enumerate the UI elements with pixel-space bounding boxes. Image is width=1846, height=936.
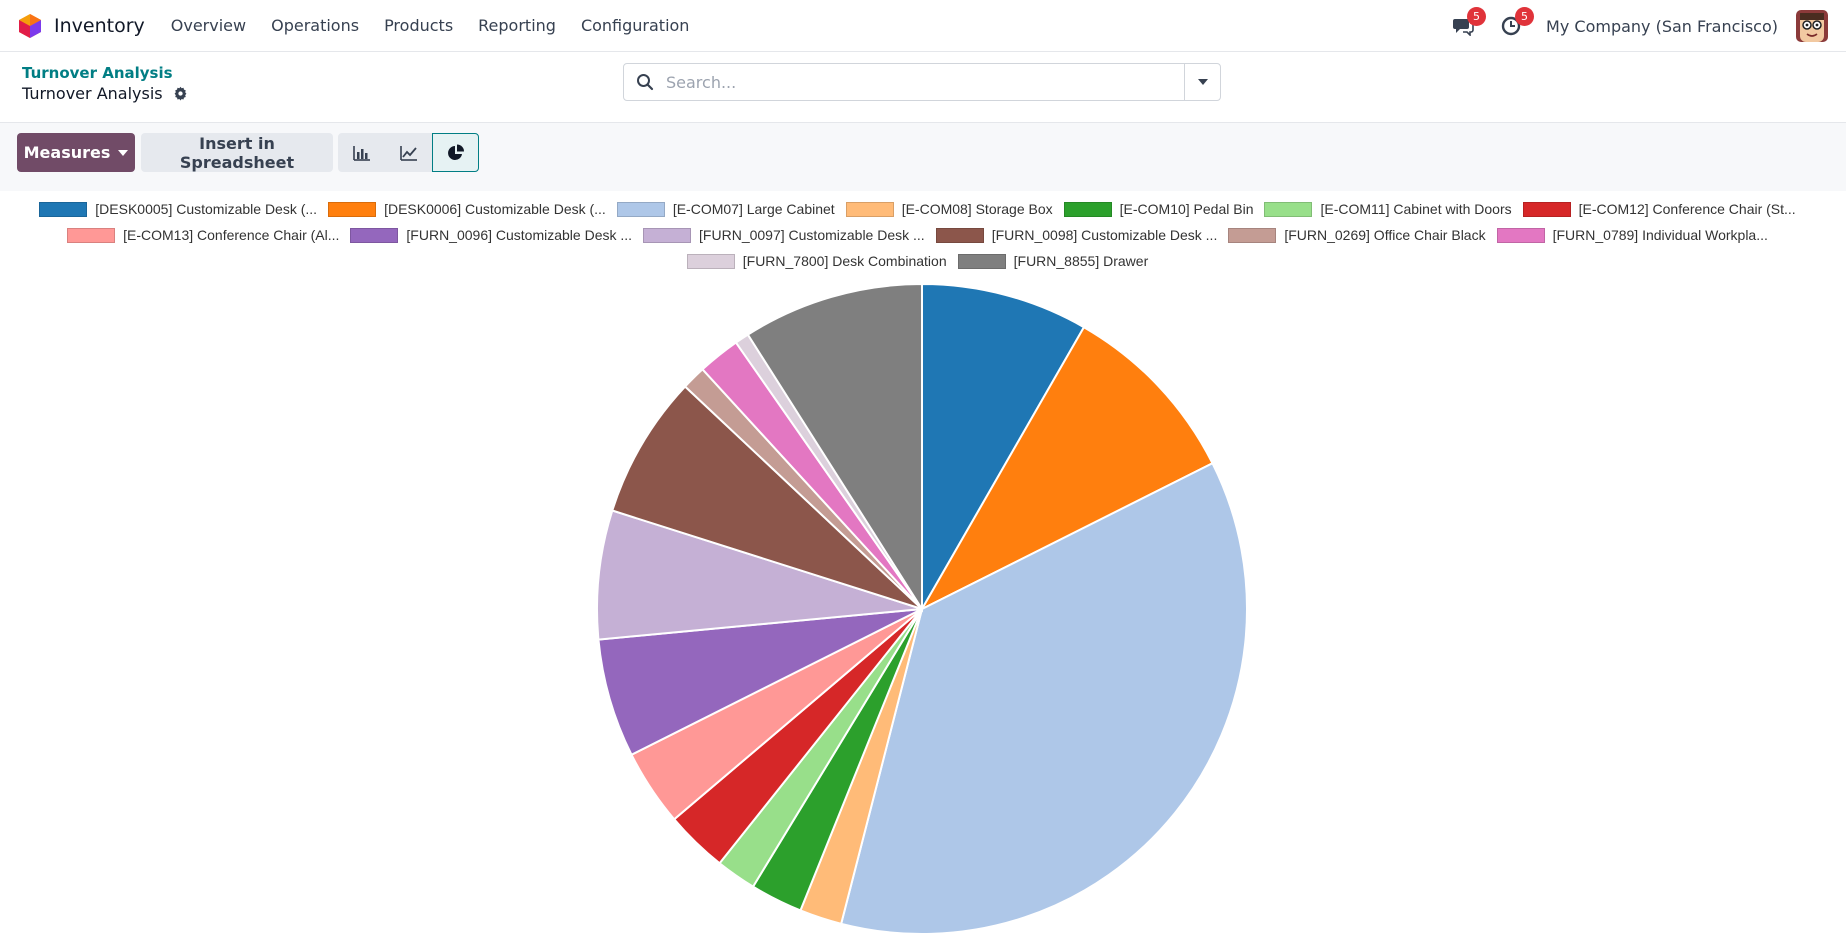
legend-label: [FURN_8855] Drawer [1013, 253, 1149, 269]
messages-button[interactable]: 5 [1450, 7, 1487, 39]
legend-row-2: [E-COM13] Conference Chair (Al... [FURN_0… [0, 227, 1846, 243]
nav-configuration[interactable]: Configuration [580, 16, 690, 35]
legend-label: [FURN_0789] Individual Workpla... [1552, 227, 1768, 243]
activities-button[interactable]: 5 [1498, 7, 1535, 39]
pie-slice[interactable] [746, 282, 923, 613]
legend-label: [DESK0005] Customizable Desk (... [95, 201, 318, 217]
legend-label: [DESK0006] Customizable Desk (... [384, 201, 606, 217]
legend-swatch [845, 201, 894, 217]
legend-label: [E-COM13] Conference Chair (Al... [123, 227, 340, 243]
legend-swatch [686, 253, 735, 269]
legend-swatch [616, 201, 665, 217]
nav-products[interactable]: Products [384, 16, 454, 35]
page-title-row: Turnover Analysis [22, 84, 188, 103]
pie-slice[interactable] [611, 385, 923, 610]
app-logo-icon[interactable] [18, 13, 42, 39]
legend-label: [E-COM10] Pedal Bin [1119, 201, 1254, 217]
legend-label: [FURN_0097] Customizable Desk ... [699, 227, 925, 243]
line-chart-icon [399, 145, 417, 161]
navbar-right: 5 5 My Company (San Francisco) [1450, 0, 1828, 52]
nav-operations[interactable]: Operations [271, 16, 360, 35]
legend-label: [E-COM11] Cabinet with Doors [1320, 201, 1512, 217]
legend-swatch [67, 227, 116, 243]
legend-swatch [328, 201, 377, 217]
nav-overview[interactable]: Overview [170, 16, 247, 35]
legend-item[interactable]: [FURN_0096] Customizable Desk ... [350, 227, 632, 243]
legend-item[interactable]: [E-COM13] Conference Chair (Al... [67, 227, 339, 243]
measures-label: Measures [23, 143, 111, 162]
legend-swatch [957, 253, 1006, 269]
legend-item[interactable]: [E-COM07] Large Cabinet [616, 201, 835, 217]
legend-item[interactable]: [E-COM11] Cabinet with Doors [1264, 201, 1512, 217]
pie-slice[interactable] [839, 461, 1248, 935]
legend-label: [FURN_0098] Customizable Desk ... [991, 227, 1218, 243]
activities-badge: 5 [1515, 7, 1535, 26]
legend-item[interactable]: [FURN_7800] Desk Combination [686, 253, 947, 269]
caret-down-icon [1197, 79, 1208, 85]
legend-row-1: [DESK0005] Customizable Desk (... [DESK00… [0, 201, 1846, 217]
bar-chart-button[interactable] [338, 133, 385, 172]
toolbar: Measures Insert in Spreadsheet [0, 123, 1846, 191]
insert-spreadsheet-button[interactable]: Insert in Spreadsheet [141, 133, 333, 172]
app-name[interactable]: Inventory [54, 14, 145, 37]
legend-row-3: [FURN_7800] Desk Combination [FURN_8855] … [0, 253, 1846, 269]
legend-swatch [1522, 201, 1571, 217]
pie-slice[interactable] [919, 325, 1214, 612]
user-avatar[interactable] [1796, 10, 1828, 42]
legend-item[interactable]: [FURN_0269] Office Chair Black [1228, 227, 1486, 243]
legend-item[interactable]: [DESK0006] Customizable Desk (... [328, 201, 606, 217]
legend-label: [E-COM12] Conference Chair (St... [1578, 201, 1796, 217]
clock-icon [1501, 16, 1521, 36]
brand: Inventory [18, 13, 171, 39]
legend-swatch [350, 227, 399, 243]
top-navbar: Inventory Overview Operations Products R… [0, 0, 1846, 52]
chart-area: [DESK0005] Customizable Desk (... [DESK00… [0, 191, 1846, 936]
gear-icon[interactable] [173, 86, 188, 101]
caret-down-icon [118, 149, 129, 156]
legend-item[interactable]: [FURN_0789] Individual Workpla... [1496, 227, 1768, 243]
company-switcher[interactable]: My Company (San Francisco) [1546, 16, 1778, 36]
pie-slice[interactable] [597, 608, 923, 757]
legend-item[interactable]: [E-COM12] Conference Chair (St... [1522, 201, 1796, 217]
search-bar [623, 63, 1221, 101]
legend-swatch [1264, 201, 1313, 217]
legend-swatch [643, 227, 692, 243]
legend-swatch [1228, 227, 1277, 243]
control-panel: Turnover Analysis Turnover Analysis [0, 52, 1846, 123]
legend-item[interactable]: [DESK0005] Customizable Desk (... [39, 201, 317, 217]
legend-swatch [935, 227, 984, 243]
user-avatar-icon [1796, 10, 1828, 42]
legend-label: [FURN_0096] Customizable Desk ... [406, 227, 633, 243]
breadcrumb[interactable]: Turnover Analysis [22, 64, 173, 82]
nav-reporting[interactable]: Reporting [478, 16, 556, 35]
legend-item[interactable]: [E-COM10] Pedal Bin [1063, 201, 1254, 217]
search-input[interactable] [664, 71, 1184, 93]
measures-button[interactable]: Measures [17, 133, 135, 172]
pie-chart-button[interactable] [432, 133, 479, 172]
legend-label: [FURN_0269] Office Chair Black [1284, 227, 1486, 243]
search-options-toggle[interactable] [1184, 64, 1220, 100]
legend-label: [E-COM07] Large Cabinet [672, 201, 835, 217]
legend-item[interactable]: [E-COM08] Storage Box [845, 201, 1053, 217]
legend-swatch [39, 201, 88, 217]
pie-slice[interactable] [921, 282, 1086, 613]
pie-chart-icon [447, 144, 464, 160]
legend-swatch [1496, 227, 1545, 243]
legend-item[interactable]: [FURN_0098] Customizable Desk ... [935, 227, 1218, 243]
pie-slice[interactable] [596, 509, 923, 641]
legend-item[interactable]: [FURN_0097] Customizable Desk ... [643, 227, 925, 243]
messages-badge: 5 [1467, 7, 1487, 26]
line-chart-button[interactable] [385, 133, 432, 172]
pie-chart [596, 282, 1248, 935]
bar-chart-icon [352, 145, 370, 161]
legend-swatch [1063, 201, 1112, 217]
legend-label: [FURN_7800] Desk Combination [742, 253, 947, 269]
search-icon [637, 74, 654, 91]
page-title: Turnover Analysis [22, 84, 163, 103]
legend-item[interactable]: [FURN_8855] Drawer [957, 253, 1149, 269]
legend-label: [E-COM08] Storage Box [901, 201, 1053, 217]
chart-type-switcher [338, 133, 479, 172]
